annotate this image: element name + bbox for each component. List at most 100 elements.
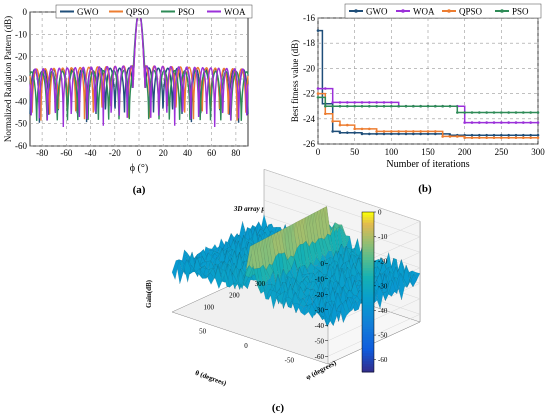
- b-ytick-label: -18: [303, 38, 315, 48]
- a-ytick-label: -30: [15, 74, 27, 84]
- c-colorbar-tick-label: -10: [378, 233, 388, 241]
- b-legend-marker-qpso: [447, 9, 451, 13]
- b-ytick-label: -22: [303, 89, 315, 99]
- b-marker-gwo: [492, 133, 496, 137]
- b-ytick-label: -24: [303, 114, 315, 124]
- b-marker-qpso: [485, 136, 488, 139]
- b-marker-woa: [514, 121, 518, 124]
- a-legend-label-qpso: QPSO: [126, 7, 150, 17]
- b-marker-qpso: [346, 123, 349, 127]
- b-marker-qpso: [500, 136, 503, 139]
- panel-b-ticks: 0 50 100 150 200 250 300 -16 -18 -20 -22 -24 -26: [303, 13, 545, 157]
- b-marker-pso: [441, 104, 444, 108]
- c-phi-tick-label: 300: [255, 280, 266, 288]
- c-colorbar-segment: [362, 361, 374, 365]
- c-theta-tick-label: -50: [285, 356, 295, 364]
- a-xtick-label: 20: [159, 148, 169, 158]
- b-marker-pso: [412, 104, 415, 108]
- c-colorbar-segment: [362, 369, 374, 373]
- c-ztick-label: -50: [315, 337, 325, 345]
- panel-a-ylabel: Normalized Radiation Pattern (dB): [3, 16, 13, 142]
- c-colorbar-segment: [362, 281, 374, 285]
- panel-a-label: (a): [133, 184, 146, 196]
- b-legend-label-woa: WOA: [413, 7, 435, 17]
- c-colorbar-segment: [362, 286, 374, 290]
- b-marker-gwo: [331, 130, 334, 133]
- c-ztick-label: -40: [315, 322, 325, 330]
- b-ytick-label: -26: [303, 139, 315, 149]
- b-legend-label-qpso: QPSO: [459, 7, 483, 17]
- a-legend-box: [55, 4, 253, 19]
- b-marker-woa: [478, 121, 481, 124]
- b-marker-qpso: [404, 130, 408, 133]
- c-colorbar-segment: [362, 350, 374, 354]
- b-marker-qpso: [478, 136, 481, 139]
- c-colorbar-segment: [362, 273, 374, 277]
- b-marker-qpso: [522, 136, 525, 139]
- c-colorbar-segment: [362, 329, 374, 333]
- b-marker-gwo: [404, 132, 408, 136]
- b-marker-qpso: [448, 135, 452, 138]
- b-marker-woa: [316, 87, 320, 90]
- panel-c-xlabel: θ (degrees): [194, 369, 228, 388]
- c-surface-patch: [171, 259, 180, 280]
- b-marker-pso: [426, 104, 430, 108]
- b-marker-pso: [353, 104, 356, 108]
- b-marker-qpso: [390, 130, 393, 133]
- b-marker-pso: [375, 104, 378, 108]
- b-marker-pso: [368, 104, 371, 108]
- b-legend-label-pso: PSO: [512, 7, 529, 17]
- b-marker-pso: [536, 111, 540, 114]
- b-marker-gwo: [485, 133, 488, 137]
- c-colorbar-segment: [362, 316, 374, 320]
- c-colorbar-segment: [362, 326, 374, 330]
- c-colorbar-segment: [362, 324, 374, 328]
- b-marker-gwo: [514, 133, 518, 137]
- c-colorbar-segment: [362, 289, 374, 293]
- b-marker-gwo: [353, 131, 356, 134]
- c-colorbar-segment: [362, 254, 374, 258]
- c-colorbar-segment: [362, 321, 374, 325]
- b-marker-pso: [316, 96, 320, 99]
- b-marker-qpso: [463, 136, 466, 139]
- c-colorbar-segment: [362, 318, 374, 322]
- b-marker-pso: [522, 111, 525, 114]
- a-xtick-label: 80: [231, 148, 241, 158]
- c-ztick-label: -10: [315, 275, 325, 283]
- a-ytick-label: -60: [15, 141, 27, 151]
- b-marker-woa: [360, 101, 364, 104]
- c-colorbar-segment: [362, 297, 374, 301]
- b-marker-pso: [390, 104, 393, 108]
- a-ytick-label: -20: [15, 52, 27, 62]
- c-colorbar-segment: [362, 300, 374, 304]
- c-colorbar-segment: [362, 364, 374, 368]
- c-colorbar-segment: [362, 265, 374, 269]
- b-marker-pso: [331, 104, 334, 108]
- c-colorbar-frame: [361, 211, 375, 373]
- panel-a-ticks: -80 -60 -40 -20 0 20 40 60 80 0 -10 -20 -30 -40 -50 -60: [15, 7, 241, 158]
- a-ytick-label: -40: [15, 96, 27, 106]
- b-marker-gwo: [412, 132, 415, 136]
- b-marker-qpso: [368, 127, 371, 131]
- b-marker-qpso: [441, 135, 444, 138]
- b-xtick-label: 200: [458, 147, 472, 157]
- panel-b-label: (b): [418, 183, 432, 195]
- c-colorbar-segment: [362, 292, 374, 296]
- b-marker-pso: [500, 111, 503, 114]
- b-marker-woa: [470, 121, 474, 124]
- b-marker-pso: [382, 104, 386, 108]
- b-marker-qpso: [360, 127, 364, 131]
- c-colorbar-segment: [362, 302, 374, 306]
- b-marker-pso: [434, 104, 437, 108]
- b-marker-pso: [346, 104, 349, 108]
- c-colorbar-segment: [362, 244, 374, 248]
- c-colorbar-segment: [362, 220, 374, 224]
- b-xtick-label: 300: [531, 147, 545, 157]
- c-colorbar-segment: [362, 270, 374, 274]
- c-colorbar-segment: [362, 308, 374, 312]
- panel-b: 0 50 100 150 200 250 300 -16 -18 -20 -22 -24 -26 GWO…: [290, 3, 545, 195]
- a-ytick-label: -50: [15, 119, 27, 129]
- a-ytick-label: 0: [23, 7, 28, 17]
- c-colorbar-tick-label: -40: [378, 307, 388, 315]
- b-marker-woa: [353, 101, 356, 104]
